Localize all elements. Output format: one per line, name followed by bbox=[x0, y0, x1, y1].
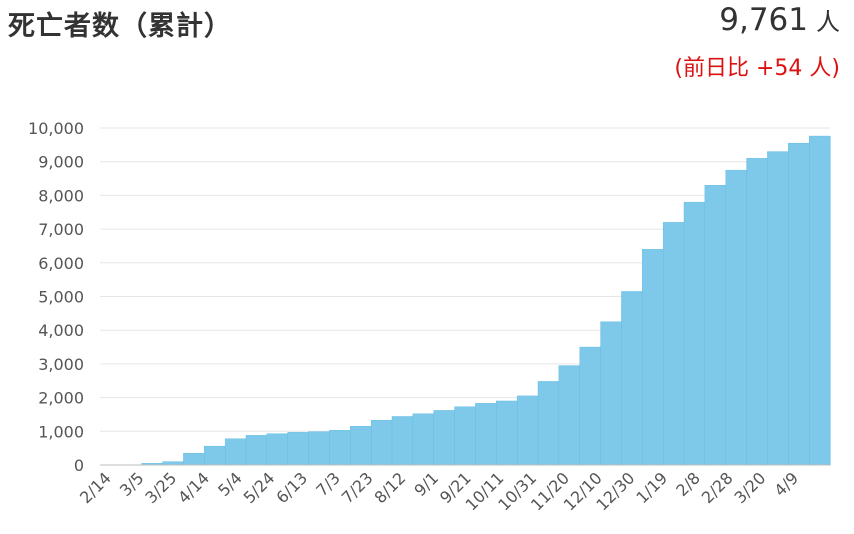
x-tick-label: 1/19 bbox=[632, 468, 671, 507]
bar bbox=[454, 406, 477, 466]
bar bbox=[224, 438, 247, 466]
bar bbox=[308, 431, 331, 466]
bar bbox=[725, 169, 748, 466]
y-tick-label: 9,000 bbox=[38, 153, 84, 172]
bar bbox=[370, 419, 393, 466]
bar bbox=[558, 365, 581, 466]
x-tick-label: 8/12 bbox=[371, 468, 410, 507]
y-tick-label: 3,000 bbox=[38, 355, 84, 374]
x-tick-label: 3/20 bbox=[731, 468, 770, 507]
bar bbox=[808, 135, 831, 466]
x-tick-label: 6/13 bbox=[272, 468, 311, 507]
bar bbox=[245, 435, 268, 466]
bar-layer bbox=[99, 135, 831, 466]
y-tick-label: 6,000 bbox=[38, 254, 84, 273]
bar bbox=[683, 201, 706, 466]
y-tick-label: 7,000 bbox=[38, 220, 84, 239]
bar bbox=[475, 403, 497, 466]
y-tick-label: 5,000 bbox=[38, 288, 84, 307]
bar bbox=[204, 445, 226, 466]
bar bbox=[537, 381, 560, 466]
bar bbox=[579, 346, 602, 466]
x-tick-label: 2/28 bbox=[698, 468, 737, 507]
y-tick-label: 0 bbox=[74, 456, 84, 475]
bar bbox=[412, 413, 435, 466]
bar bbox=[329, 430, 351, 466]
total-value: 9,761 bbox=[719, 2, 808, 38]
page-title: 死亡者数（累計） bbox=[8, 11, 232, 42]
bar bbox=[183, 453, 205, 466]
bar bbox=[391, 416, 414, 466]
x-tick-label: 5/24 bbox=[240, 468, 279, 507]
diff-open: (前日比 bbox=[674, 56, 749, 81]
bar bbox=[704, 185, 727, 466]
total-deaths: 9,761 人 bbox=[719, 2, 840, 38]
bar bbox=[266, 433, 289, 466]
y-tick-label: 4,000 bbox=[38, 321, 84, 340]
bar bbox=[350, 426, 372, 466]
bar bbox=[433, 410, 456, 466]
x-tick-label: 4/14 bbox=[174, 468, 213, 507]
bar bbox=[788, 142, 810, 466]
x-tick-label: 3/25 bbox=[141, 468, 180, 507]
y-tick-label: 8,000 bbox=[38, 186, 84, 205]
diff-unit: 人) bbox=[809, 56, 840, 81]
diff-value: +54 bbox=[755, 56, 803, 81]
bar bbox=[287, 432, 310, 466]
daily-diff: (前日比 +54 人) bbox=[674, 50, 840, 82]
bar bbox=[662, 222, 685, 466]
total-unit: 人 bbox=[816, 8, 840, 36]
bar bbox=[642, 249, 664, 466]
bar bbox=[600, 321, 623, 466]
x-tick-label: 4/9 bbox=[770, 468, 802, 500]
x-tick-label: 7/23 bbox=[338, 468, 377, 507]
y-tick-label: 2,000 bbox=[38, 389, 84, 408]
bar bbox=[162, 461, 185, 466]
bar bbox=[621, 291, 643, 466]
bar bbox=[516, 395, 539, 466]
bar bbox=[496, 400, 518, 466]
bar bbox=[767, 151, 789, 466]
bar bbox=[746, 158, 769, 466]
y-tick-label: 10,000 bbox=[28, 119, 84, 138]
y-tick-label: 1,000 bbox=[38, 422, 84, 441]
x-tick-label: 12/30 bbox=[592, 468, 638, 514]
